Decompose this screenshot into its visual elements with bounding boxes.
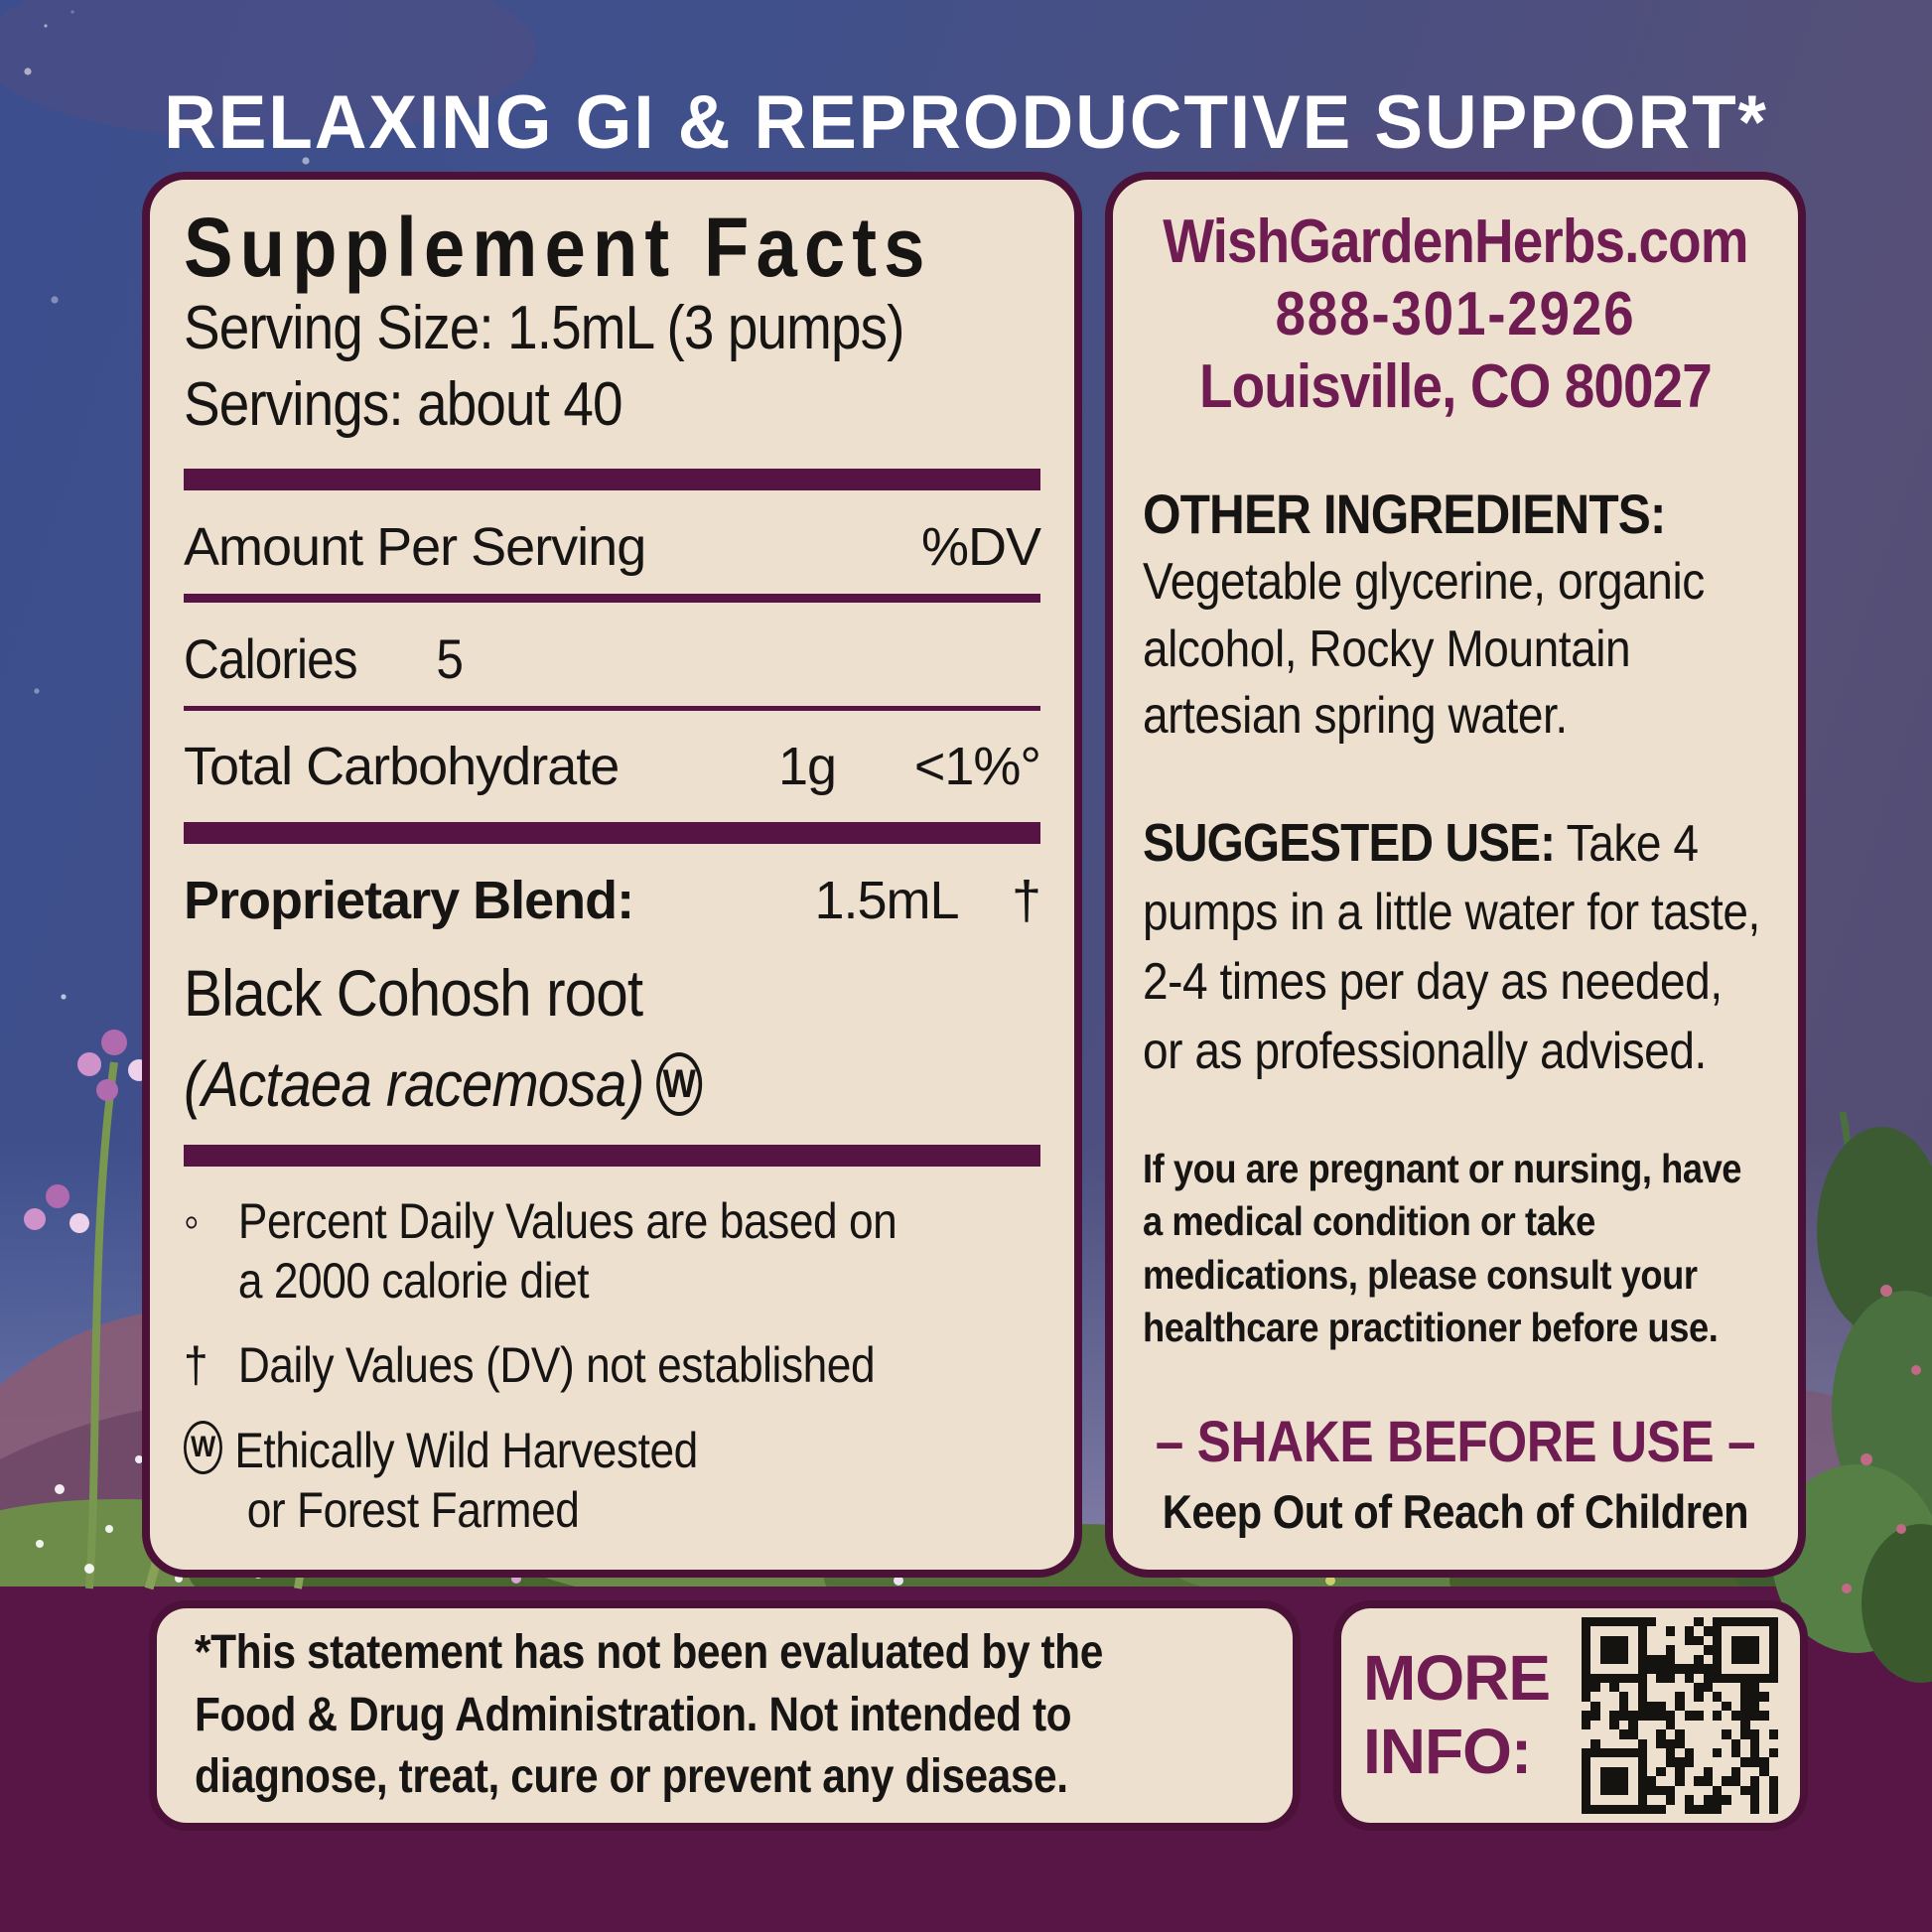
sf-header-group: Supplement Facts Serving Size: 1.5mL (3 … bbox=[184, 204, 1040, 444]
footnote-daily-values: ◦ Percent Daily Values are based on a 20… bbox=[184, 1191, 1040, 1311]
footnote-line: Ethically Wild Harvested bbox=[234, 1422, 698, 1478]
supplement-facts-panel: Supplement Facts Serving Size: 1.5mL (3 … bbox=[142, 172, 1082, 1578]
divider-bar bbox=[184, 822, 1040, 845]
footnote-wild-harvested: W Ethically Wild Harvested or Forest Far… bbox=[184, 1420, 1040, 1540]
carbohydrate-amount: 1g bbox=[777, 736, 837, 796]
serving-size: Serving Size: 1.5mL (3 pumps) bbox=[184, 294, 904, 363]
supplement-facts-title: Supplement Facts bbox=[184, 201, 932, 294]
amount-per-serving-label: Amount Per Serving bbox=[184, 516, 646, 577]
calories-row: Calories 5 bbox=[184, 627, 1040, 691]
amount-per-serving-group: Amount Per Serving %DV bbox=[184, 516, 1041, 603]
phone-number: 888-301-2926 bbox=[1275, 280, 1636, 349]
footnote-line: or Forest Farmed bbox=[246, 1481, 580, 1538]
blend-label: Proprietary Blend: bbox=[184, 870, 634, 930]
wild-harvested-icon: W bbox=[184, 1420, 222, 1474]
footnote-symbol-dagger: † bbox=[184, 1337, 208, 1394]
other-ingredients-text: Vegetable glycerine, organic alcohol, Ro… bbox=[1143, 553, 1705, 746]
suggested-use-block: SUGGESTED USE: Take 4 pumps in a little … bbox=[1143, 807, 1768, 1087]
fda-disclaimer-panel: *This statement has not been evaluated b… bbox=[149, 1600, 1301, 1831]
ingredient-latin-name: (Actaea racemosa) bbox=[184, 1048, 644, 1121]
carbohydrate-label: Total Carbohydrate bbox=[184, 736, 620, 796]
divider-hairline bbox=[184, 705, 1040, 711]
company-info-panel: WishGardenHerbs.com 888-301-2926 Louisvi… bbox=[1105, 172, 1806, 1578]
divider-bar bbox=[184, 1144, 1040, 1167]
contact-block: WishGardenHerbs.com 888-301-2926 Louisvi… bbox=[1143, 206, 1768, 423]
amount-per-serving-row: Amount Per Serving %DV bbox=[184, 516, 1041, 578]
footnote-text: Ethically Wild Harvested or Forest Farme… bbox=[234, 1421, 698, 1540]
footnote-text: Percent Daily Values are based on a 2000… bbox=[238, 1191, 897, 1311]
wild-harvested-icon: W bbox=[655, 1052, 702, 1117]
calories-group: Calories 5 bbox=[184, 627, 1040, 711]
other-ingredients-block: OTHER INGREDIENTS: Vegetable glycerine, … bbox=[1143, 480, 1768, 751]
carbohydrate-dv: <1%° bbox=[913, 736, 1041, 796]
blend-dv: † bbox=[1011, 870, 1041, 930]
more-info-label: MORE INFO: bbox=[1363, 1642, 1551, 1788]
ingredient-group: Black Cohosh root (Actaea racemosa) W bbox=[184, 956, 1040, 1119]
disclaimer-line: *This statement has not been evaluated b… bbox=[195, 1626, 1103, 1680]
more-info-line: MORE bbox=[1363, 1642, 1551, 1715]
keep-out-of-reach: Keep Out of Reach of Children bbox=[1162, 1484, 1749, 1538]
suggested-use-text: Take 4 pumps in a little water for taste… bbox=[1143, 814, 1760, 1080]
qr-code bbox=[1582, 1617, 1778, 1814]
ingredient-latin-row: (Actaea racemosa) W bbox=[184, 1049, 1040, 1119]
more-info-line: INFO: bbox=[1363, 1716, 1532, 1787]
calories-label: Calories bbox=[184, 627, 358, 691]
other-ingredients-label: OTHER INGREDIENTS: bbox=[1143, 483, 1666, 546]
website: WishGardenHerbs.com bbox=[1163, 207, 1748, 276]
right-shrub bbox=[1772, 1127, 1932, 1683]
footnote-line: Daily Values (DV) not established bbox=[237, 1337, 876, 1394]
shake-before-use: – SHAKE BEFORE USE – bbox=[1155, 1409, 1756, 1474]
blend-amount: 1.5mL bbox=[814, 870, 959, 930]
footnote-dv-not-established: † Daily Values (DV) not established bbox=[184, 1335, 1040, 1395]
dv-header: %DV bbox=[920, 516, 1041, 577]
blend-row: Proprietary Blend: 1.5mL † bbox=[184, 870, 1041, 931]
footnote-symbol-ring: ◦ bbox=[184, 1193, 200, 1250]
shake-group: – SHAKE BEFORE USE – Keep Out of Reach o… bbox=[1143, 1411, 1768, 1540]
disclaimer-line: Food & Drug Administration. Not intended… bbox=[195, 1688, 1072, 1741]
page-title: RELAXING GI & REPRODUCTIVE SUPPORT* bbox=[164, 80, 1768, 165]
ingredient-name: Black Cohosh root bbox=[184, 956, 643, 1031]
servings-count: Servings: about 40 bbox=[184, 370, 623, 440]
calories-value: 5 bbox=[436, 627, 464, 691]
divider-rule bbox=[184, 593, 1040, 603]
footnote-line: Percent Daily Values are based on bbox=[237, 1193, 897, 1250]
pregnancy-warning: If you are pregnant or nursing, have a m… bbox=[1143, 1145, 1742, 1350]
divider-bar bbox=[184, 469, 1040, 491]
carbohydrate-row: Total Carbohydrate 1g <1%° bbox=[184, 736, 1041, 797]
footnote-line: a 2000 calorie diet bbox=[237, 1253, 590, 1310]
address: Louisville, CO 80027 bbox=[1199, 352, 1713, 422]
suggested-use-label: SUGGESTED USE: bbox=[1143, 812, 1556, 873]
more-info-panel: MORE INFO: bbox=[1333, 1600, 1808, 1831]
disclaimer-line: diagnose, treat, cure or prevent any dis… bbox=[195, 1750, 1068, 1804]
